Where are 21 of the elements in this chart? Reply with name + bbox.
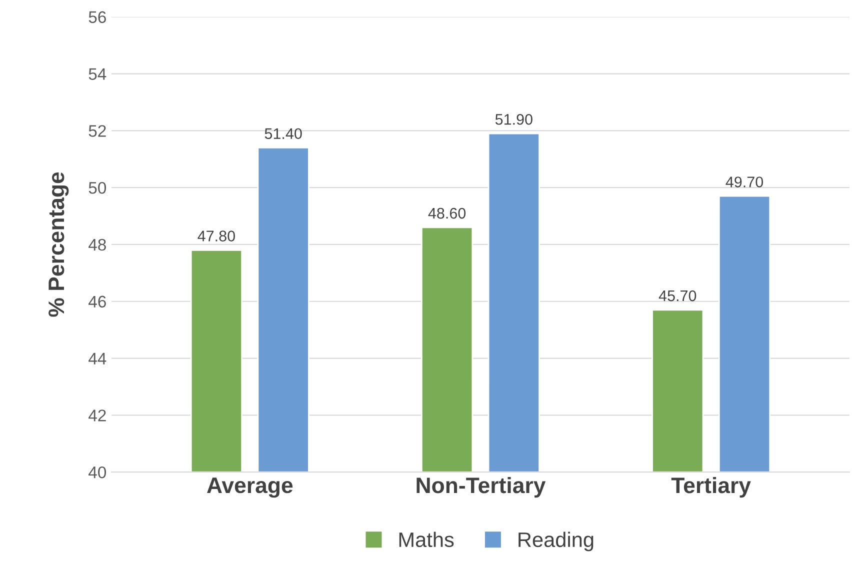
x-tick-label: Tertiary — [671, 476, 751, 498]
data-label: 48.60 — [428, 208, 466, 219]
data-label: 45.70 — [658, 290, 696, 302]
y-tick-label: 44 — [88, 352, 106, 364]
data-label: 51.90 — [495, 114, 532, 125]
y-tick-label: 42 — [88, 410, 106, 422]
legend-label: Maths — [399, 532, 454, 548]
x-tick-label: Average — [207, 478, 293, 498]
y-tick-label: 40 — [88, 466, 106, 478]
legend-label: Reading — [518, 532, 594, 552]
y-tick-label: 56 — [88, 11, 106, 24]
y-tick-label: 46 — [88, 296, 106, 308]
y-tick-label: 52 — [88, 125, 106, 137]
data-label: 49.70 — [726, 176, 764, 188]
data-label: 51.40 — [264, 128, 302, 140]
y-tick-label: 50 — [88, 182, 106, 194]
x-tick-label: Non-Tertiary — [416, 476, 546, 498]
y-tick-label: 54 — [88, 68, 106, 80]
y-axis-title: % Percentage — [48, 172, 69, 317]
data-label: 47.80 — [198, 230, 235, 242]
y-tick-label: 48 — [88, 238, 106, 251]
